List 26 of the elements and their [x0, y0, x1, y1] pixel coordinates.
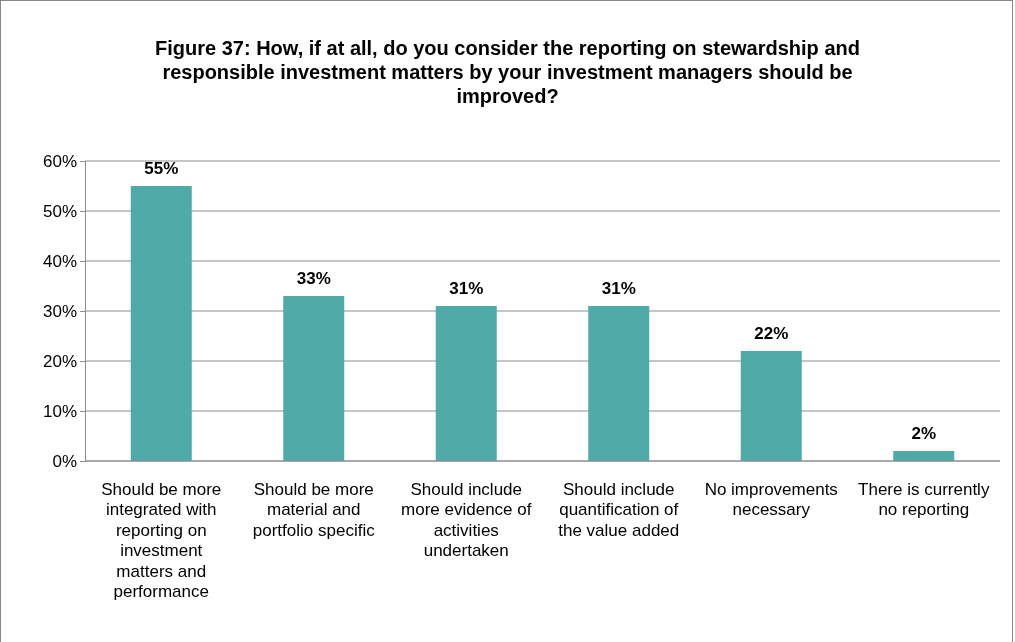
data-label: 33% [296, 269, 331, 288]
y-tick-label: 0% [52, 451, 77, 471]
bar [283, 296, 345, 461]
chart-title: Figure 37: How, if at all, do you consider the reporting on stewardship and responsible investment matters by your investment managers should be improved? [155, 37, 860, 107]
x-tick-label: Should include quantification of the value added [558, 480, 680, 540]
data-label: 31% [601, 279, 636, 298]
data-label: 2% [911, 424, 937, 443]
x-tick-label: Should be more integrated with reporting on investment matters and performance [101, 480, 222, 601]
data-label: 31% [449, 279, 484, 298]
y-tick-label: 60% [42, 151, 77, 171]
x-tick-label: Should include more evidence of activities undertaken [401, 480, 532, 561]
y-tick-label: 40% [42, 251, 77, 271]
x-tick-label: No improvements necessary [704, 480, 838, 520]
y-tick-label: 10% [42, 401, 77, 421]
bar [588, 306, 650, 461]
y-tick-label: 50% [42, 201, 77, 221]
x-tick-label: There is currently no reporting [858, 480, 990, 520]
y-tick-label: 20% [42, 351, 77, 371]
bar [435, 306, 497, 461]
data-label: 22% [754, 324, 789, 343]
bar [130, 186, 192, 461]
bar [740, 351, 802, 461]
y-tick-label: 30% [42, 301, 77, 321]
bar [893, 451, 955, 461]
x-tick-label: Should be more material and portfolio specific [252, 480, 376, 540]
data-label: 55% [144, 159, 179, 178]
